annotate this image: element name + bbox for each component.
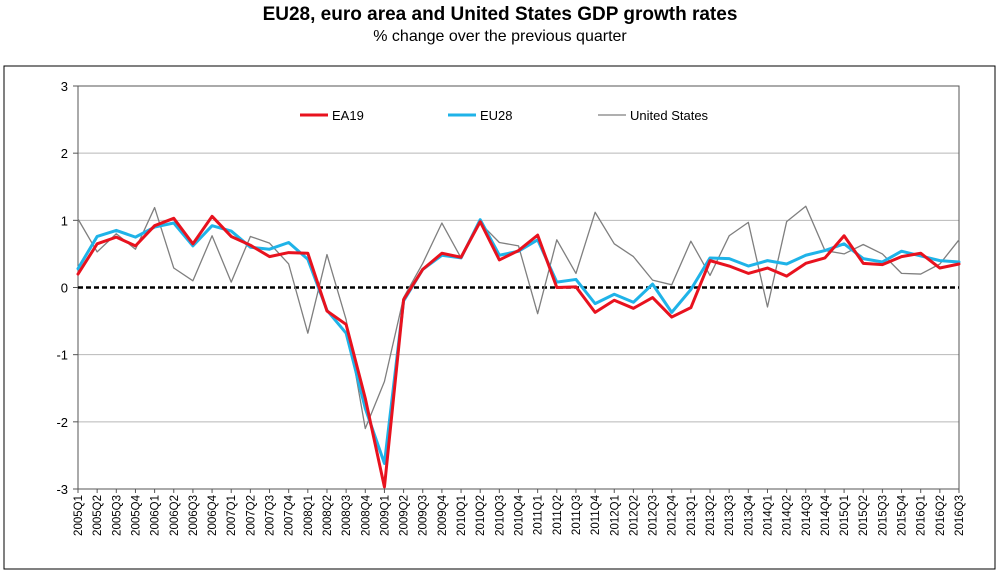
x-tick-label: 2005Q4: [130, 494, 142, 536]
x-tick-label: 2014Q1: [762, 495, 774, 536]
legend-label: United States: [630, 108, 709, 123]
x-tick-label: 2014Q3: [801, 495, 813, 536]
y-axis: 3 2 1 0 -1 -2 -3: [56, 79, 78, 497]
x-tick-label: 2009Q4: [437, 494, 449, 536]
x-tick-label: 2006Q4: [207, 494, 219, 536]
chart-frame: [3, 65, 996, 570]
y-tick-label: -1: [56, 348, 68, 363]
x-tick-label: 2006Q3: [188, 495, 200, 536]
series-lines: [76, 205, 961, 489]
x-tick-label: 2016Q3: [954, 495, 966, 536]
x-tick-label: 2012Q2: [628, 495, 640, 536]
x-tick-label: 2015Q1: [839, 495, 851, 536]
x-tick-label: 2015Q2: [858, 495, 870, 536]
x-tick-label: 2005Q2: [92, 495, 104, 536]
chart-title: EU28, euro area and United States GDP gr…: [262, 4, 738, 25]
x-tick-label: 2008Q4: [360, 494, 372, 536]
x-tick-label: 2006Q2: [169, 495, 181, 536]
x-tick-label: 2013Q1: [686, 495, 698, 536]
x-tick-label: 2007Q4: [284, 494, 296, 536]
x-tick-label: 2009Q1: [379, 495, 391, 536]
series-line-ea19: [76, 214, 961, 489]
legend-label: EU28: [480, 108, 513, 123]
x-tick-label: 2009Q2: [399, 495, 411, 536]
y-tick-label: 1: [61, 213, 68, 228]
x-tick-label: 2011Q3: [571, 495, 583, 535]
x-tick-label: 2014Q2: [782, 495, 794, 536]
y-tick-label: 3: [61, 79, 68, 94]
x-tick-label: 2013Q2: [705, 495, 717, 536]
chart-subtitle: % change over the previous quarter: [373, 28, 627, 45]
x-tick-label: 2005Q1: [73, 495, 85, 536]
x-tick-label: 2011Q1: [533, 495, 545, 535]
x-tick-label: 2006Q1: [150, 495, 162, 536]
x-tick-label: 2015Q4: [897, 494, 909, 536]
x-tick-label: 2012Q1: [609, 495, 621, 536]
x-tick-label: 2015Q3: [877, 495, 889, 536]
x-tick-label: 2007Q1: [226, 495, 238, 536]
x-tick-label: 2010Q3: [494, 495, 506, 536]
x-tick-label: 2010Q1: [456, 495, 468, 536]
y-tick-label: -2: [56, 415, 68, 430]
x-tick-label: 2011Q2: [552, 495, 564, 535]
x-tick-label: 2008Q1: [303, 495, 315, 536]
x-tick-label: 2007Q2: [245, 495, 257, 536]
x-tick-label: 2009Q3: [418, 495, 430, 536]
x-tick-label: 2010Q4: [514, 494, 526, 536]
x-tick-label: 2012Q4: [667, 494, 679, 536]
legend-label: EA19: [332, 108, 364, 123]
x-axis: 2005Q1 2005Q2 2005Q3 2005Q4 2006Q1 2006Q2 2006…: [73, 489, 966, 536]
x-tick-label: 2008Q2: [322, 495, 334, 536]
x-tick-label: 2016Q2: [935, 495, 947, 536]
y-tick-label: 0: [61, 281, 68, 296]
y-tick-label: -3: [56, 482, 68, 497]
x-tick-label: 2008Q3: [341, 495, 353, 536]
x-tick-label: 2012Q3: [648, 495, 660, 536]
x-tick-label: 2010Q2: [475, 495, 487, 536]
x-tick-label: 2011Q4: [590, 494, 602, 535]
x-tick-label: 2005Q3: [111, 495, 123, 536]
y-tick-label: 2: [61, 146, 68, 161]
legend: EA19 EU28 United States: [300, 108, 709, 123]
x-tick-label: 2014Q4: [820, 494, 832, 536]
x-tick-label: 2013Q4: [743, 494, 755, 536]
series-line-united-states: [77, 205, 960, 430]
x-tick-label: 2013Q3: [724, 495, 736, 536]
x-tick-label: 2007Q3: [265, 495, 277, 536]
x-tick-label: 2016Q1: [916, 495, 928, 536]
